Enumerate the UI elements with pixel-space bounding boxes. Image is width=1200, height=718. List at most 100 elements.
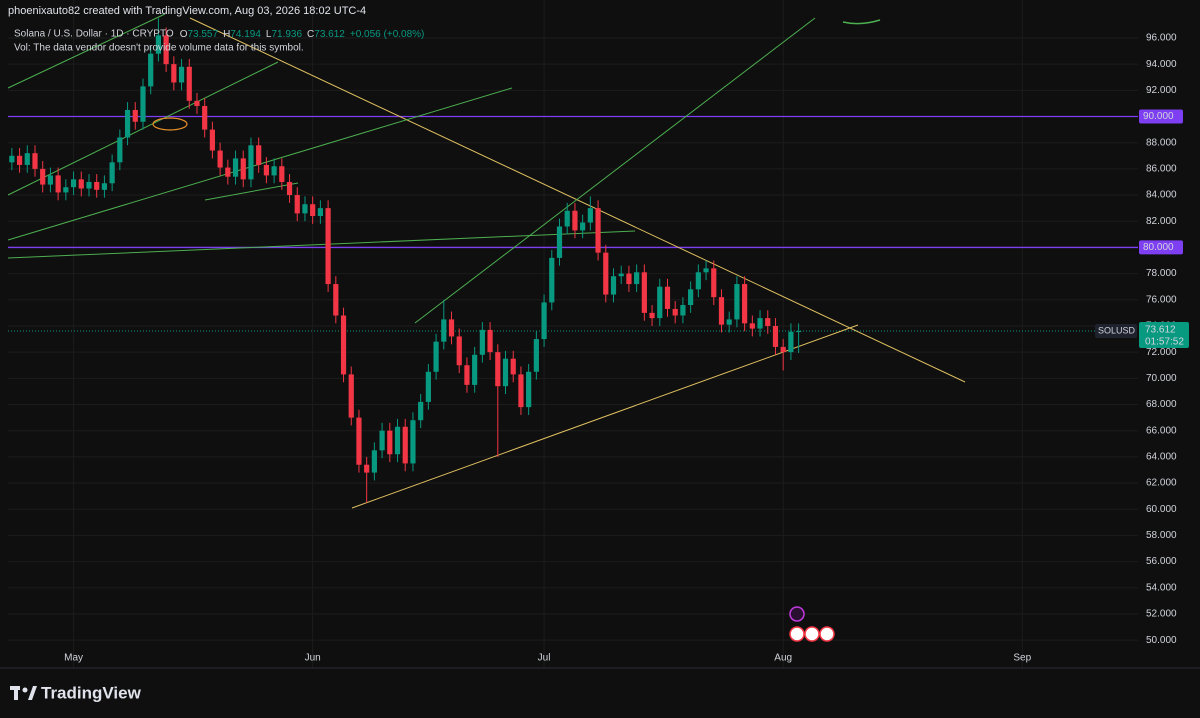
event-icon[interactable] [804, 626, 820, 642]
candle-body [55, 175, 61, 193]
logo-shape [28, 686, 37, 700]
y-tick-label: 68.000 [1146, 399, 1177, 410]
ohlc-part: L [266, 29, 272, 40]
candle-body [749, 323, 755, 329]
candle-body [595, 208, 601, 253]
price-tag [1139, 322, 1189, 349]
candle-body [371, 450, 377, 473]
y-tick-label: 78.000 [1146, 268, 1177, 279]
trend-line [351, 324, 859, 509]
countdown: 01:57:52 [1145, 337, 1184, 348]
candle-body [310, 204, 316, 216]
y-tick-label: 50.000 [1146, 635, 1177, 646]
grid [8, 0, 1138, 668]
y-tick-label: 72.000 [1146, 347, 1177, 358]
ohlc-part: +0.056 (+0.08%) [350, 29, 425, 40]
candle-body [202, 106, 208, 130]
candle-body [217, 150, 223, 168]
candle-body [711, 268, 717, 298]
price: 73.612 [1145, 325, 1176, 336]
y-tick-label: 96.000 [1146, 33, 1177, 44]
candle-body [734, 284, 740, 320]
candle-body [618, 273, 624, 277]
y-tick-label: 52.000 [1146, 609, 1177, 620]
level-label: 80.000 [1143, 242, 1174, 253]
candle-body [348, 374, 354, 418]
event-icon[interactable] [789, 626, 805, 642]
candle-body [788, 331, 794, 353]
candle-body [325, 208, 331, 285]
candle-body [441, 319, 447, 342]
candle-body [703, 268, 709, 273]
candle-body [186, 66, 192, 101]
level-tag [1139, 109, 1183, 124]
candle-body [178, 66, 185, 83]
ohlc-part: O [180, 29, 188, 40]
candle-body [464, 365, 470, 385]
events [789, 606, 835, 642]
x-tick-label: May [64, 653, 83, 664]
ellipse [152, 117, 188, 131]
candle-body [302, 204, 308, 214]
candle-body [402, 426, 408, 464]
candle-body [155, 35, 162, 54]
candle-body [171, 64, 177, 83]
y-tick-label: 76.000 [1146, 294, 1177, 305]
x-tick-label: Aug [774, 653, 792, 664]
candle-body [688, 289, 694, 306]
candle-body [518, 374, 524, 408]
candle-body [510, 358, 516, 375]
candle-body [40, 168, 46, 185]
candle-body [772, 325, 779, 347]
candle-body [124, 109, 131, 138]
candle-body [603, 252, 609, 295]
candle-body [356, 417, 362, 465]
y-tick-label: 54.000 [1146, 582, 1177, 593]
candle-body [580, 222, 586, 231]
level-label: 90.000 [1143, 111, 1174, 122]
event-icon[interactable] [789, 606, 805, 622]
y-tick-label: 58.000 [1146, 530, 1177, 541]
candle-body [256, 145, 262, 165]
candle-body [209, 129, 216, 151]
candle-body [657, 286, 663, 319]
drawings [7, 13, 966, 509]
candle-body [394, 426, 401, 455]
candle-body [163, 35, 169, 65]
candle-body [556, 226, 563, 258]
y-tick-label: 64.000 [1146, 452, 1177, 463]
candle-body [695, 272, 701, 290]
candles [9, 18, 802, 503]
candle-body [232, 158, 239, 177]
candle-body [433, 341, 439, 372]
candle-body [225, 167, 231, 177]
y-tick-label: 66.000 [1146, 425, 1177, 436]
candle-body [16, 155, 23, 165]
trend-line [204, 182, 299, 201]
candle-body [279, 166, 285, 182]
x-tick-label: Jun [305, 653, 321, 664]
trend-line [414, 17, 816, 324]
ohlc-part: 74.194 [230, 29, 261, 40]
candle-body [24, 153, 30, 165]
logo-shape [14, 686, 18, 700]
candle-body [117, 137, 123, 163]
candle-body [765, 318, 771, 326]
candle-body [641, 272, 647, 313]
candle-body [86, 181, 92, 189]
candle-body [448, 319, 455, 337]
candle-body [479, 329, 485, 355]
event-icon[interactable] [819, 626, 835, 642]
y-tick-label: 70.000 [1146, 373, 1177, 384]
level-tag [1139, 240, 1183, 255]
candle-body [410, 420, 416, 464]
candle-body [78, 179, 84, 189]
candle-body [757, 318, 763, 329]
candle-body [526, 371, 532, 408]
candle-body [140, 86, 146, 122]
candle-body [549, 257, 555, 303]
y-tick-label: 62.000 [1146, 478, 1177, 489]
candle-body [780, 346, 786, 353]
candle-body [664, 286, 671, 309]
